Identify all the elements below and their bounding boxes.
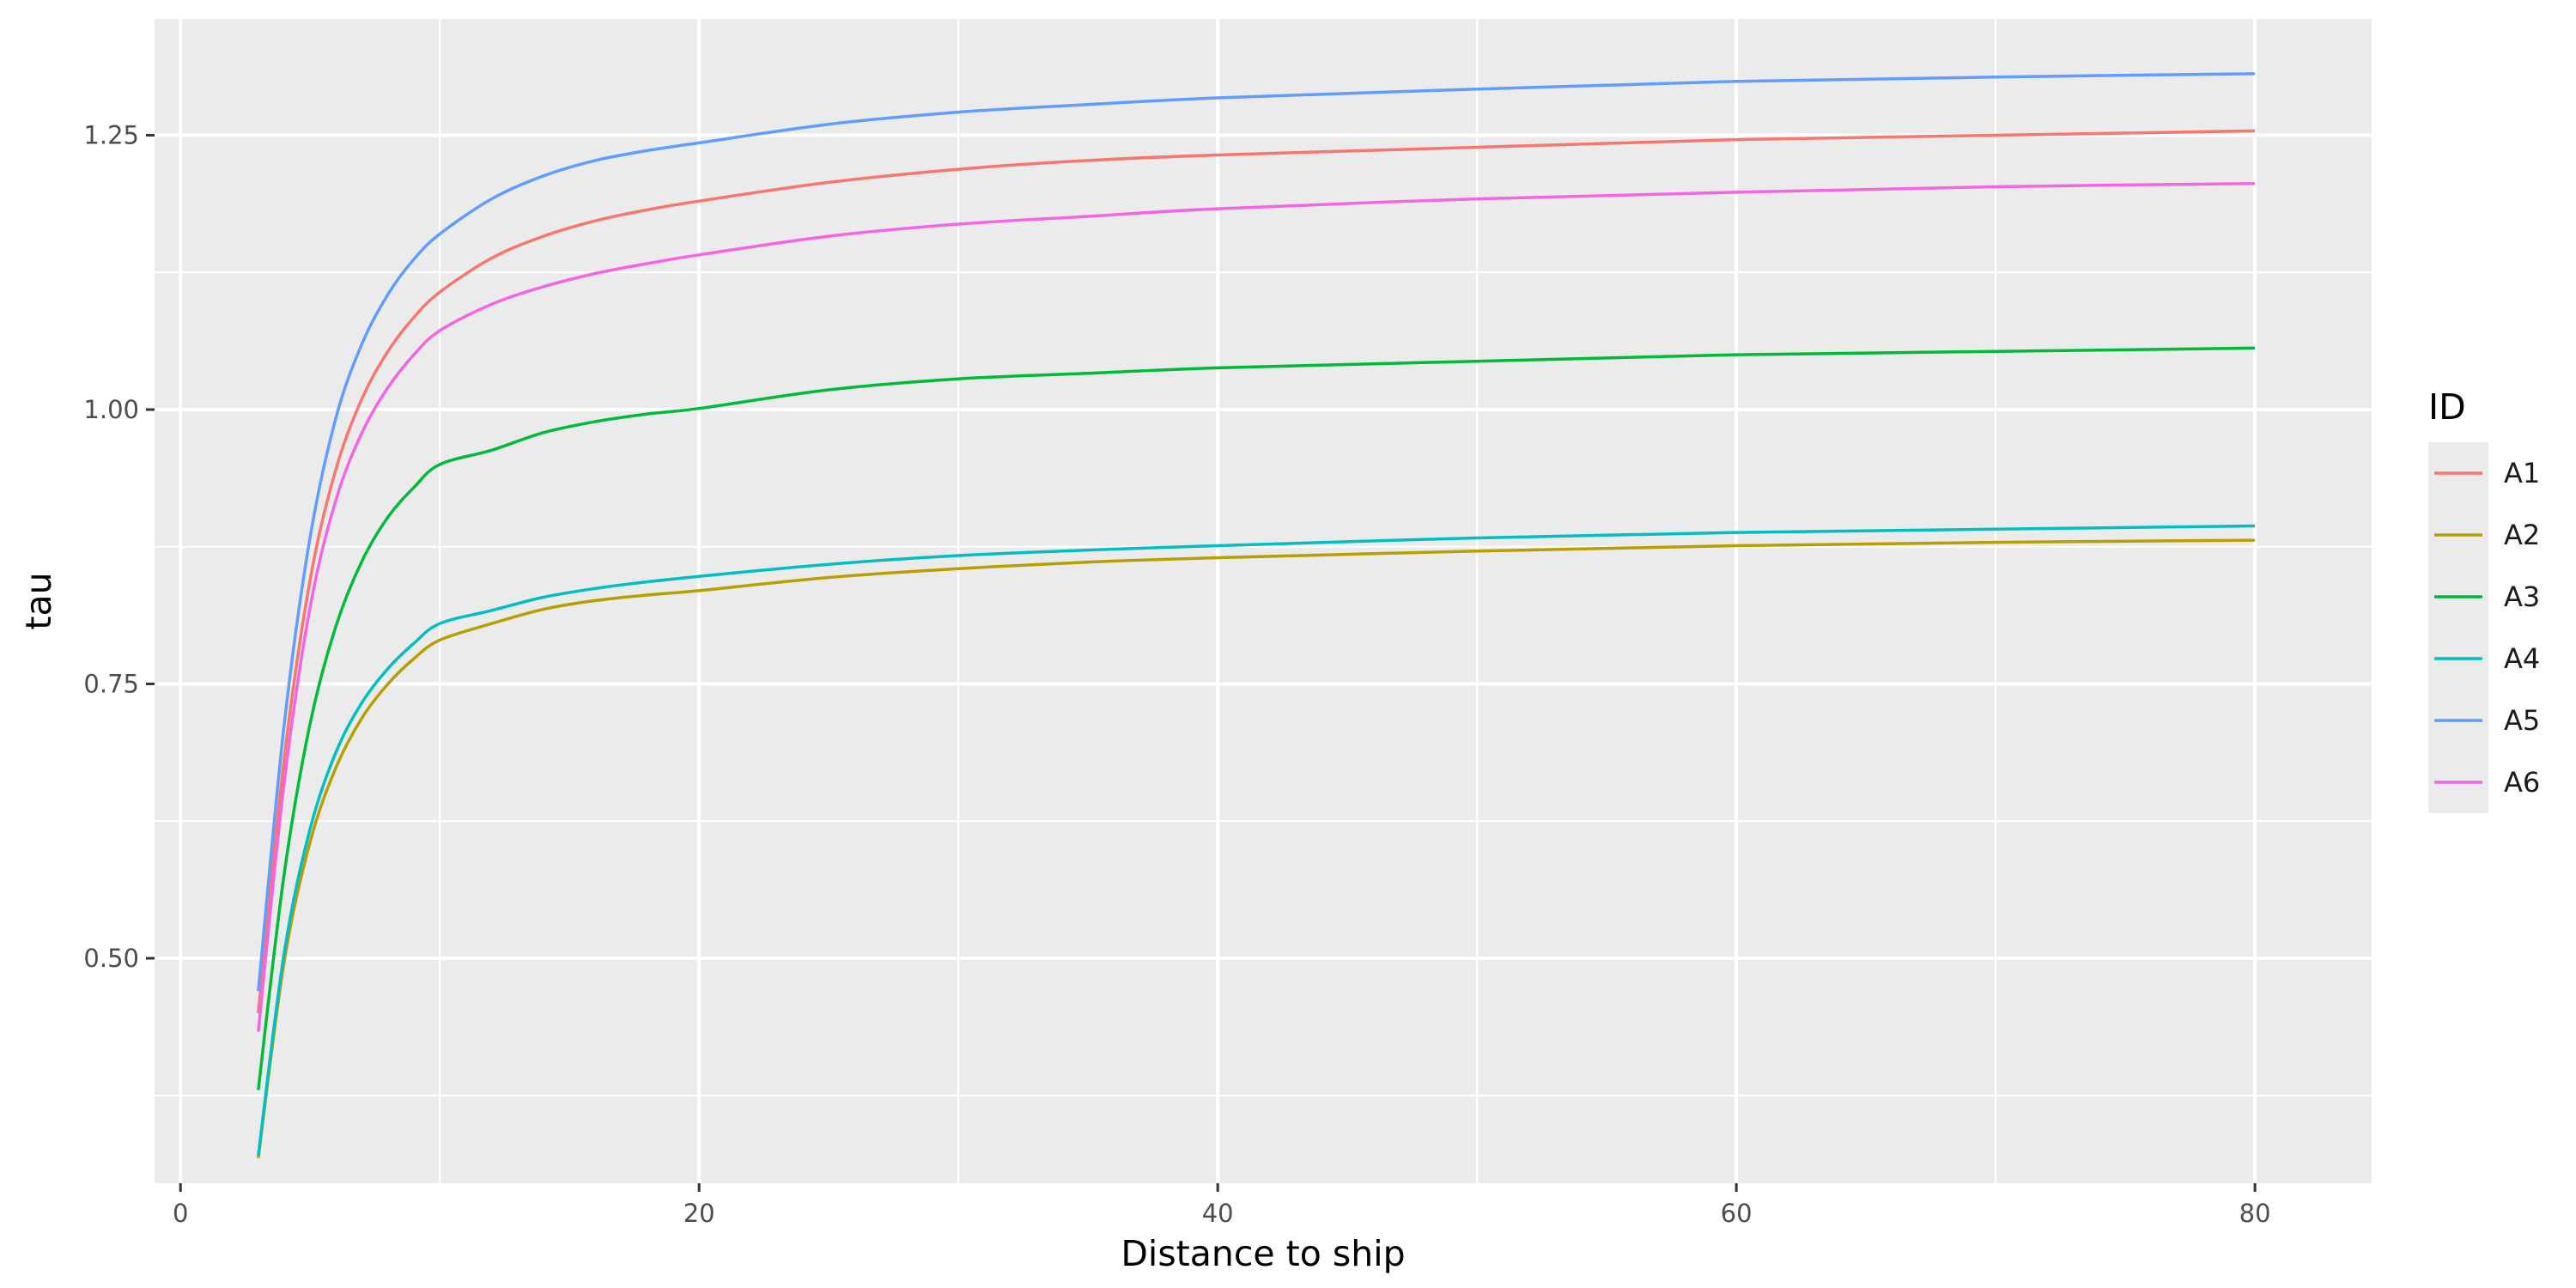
- x-tick-label: 60: [1721, 1199, 1753, 1228]
- x-tick-label: 0: [173, 1199, 188, 1228]
- legend-label-a3: A3: [2504, 580, 2540, 613]
- y-tick-label: 1.25: [83, 120, 139, 149]
- legend-label-a5: A5: [2504, 704, 2540, 737]
- series-line-a5: [257, 72, 2256, 992]
- series-line-a2: [257, 538, 2256, 1158]
- series-line-a1: [257, 129, 2256, 1014]
- y-tick-label: 0.50: [83, 944, 139, 973]
- series-lines: [257, 72, 2256, 1158]
- legend-label-a2: A2: [2504, 519, 2540, 551]
- panel-background: [155, 19, 2372, 1183]
- x-tick-label: 80: [2239, 1199, 2271, 1228]
- legend-title: ID: [2428, 386, 2466, 428]
- legend-label-a4: A4: [2504, 642, 2540, 675]
- legend-key-background: [2428, 442, 2488, 813]
- y-axis-title: tau: [18, 572, 59, 629]
- series-line-a6: [257, 181, 2256, 1032]
- grid: [155, 19, 2372, 1183]
- series-line-a3: [257, 346, 2256, 1091]
- x-tick-label: 40: [1202, 1199, 1234, 1228]
- x-tick-label: 20: [683, 1199, 715, 1228]
- legend-label-a1: A1: [2504, 457, 2540, 489]
- series-line-a4: [257, 524, 2256, 1157]
- legend-label-a6: A6: [2504, 766, 2540, 799]
- x-axis-title: Distance to ship: [1121, 1233, 1405, 1274]
- plot-panel: [155, 19, 2372, 1183]
- legend: ID A1 A2 A3 A4 A5 A6: [2428, 386, 2540, 813]
- axes: 0 20 40 60 80 0.50 0.75 1.00 1.25: [83, 120, 2270, 1228]
- y-tick-label: 0.75: [83, 669, 139, 698]
- y-tick-label: 1.00: [83, 395, 139, 424]
